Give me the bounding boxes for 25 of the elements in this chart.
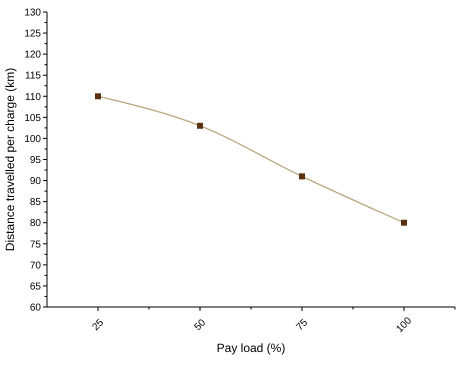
y-tick-label: 70	[30, 260, 42, 272]
x-tick-label: 75	[294, 317, 310, 334]
x-axis-title: Pay load (%)	[216, 341, 286, 355]
point	[197, 122, 203, 129]
y-tick-label: 120	[24, 50, 42, 61]
y-tick-label: 60	[30, 302, 42, 314]
y-tick-label: 65	[30, 281, 42, 292]
x-tick-label: 25	[90, 317, 106, 334]
y-tick-label: 125	[24, 28, 42, 40]
y-tick-label: 75	[30, 239, 42, 250]
y-tick-label: 115	[25, 70, 42, 82]
y-tick-label: 100	[24, 134, 42, 145]
y-tick-label: 105	[24, 112, 42, 124]
point	[299, 173, 305, 180]
y-tick-label: 95	[30, 155, 42, 166]
x-tick-label: 100	[394, 315, 414, 336]
y-tick-label: 130	[24, 8, 42, 18]
point	[401, 220, 407, 226]
y-axis-title: Distance travelled per charge (km)	[3, 68, 17, 252]
y-tick-label: 85	[30, 197, 42, 208]
y-tick-label: 80	[30, 218, 42, 230]
x-tick-label: 50	[192, 317, 208, 334]
point	[95, 93, 101, 100]
y-tick-label: 90	[30, 176, 42, 188]
y-tick-label: 110	[25, 92, 42, 103]
